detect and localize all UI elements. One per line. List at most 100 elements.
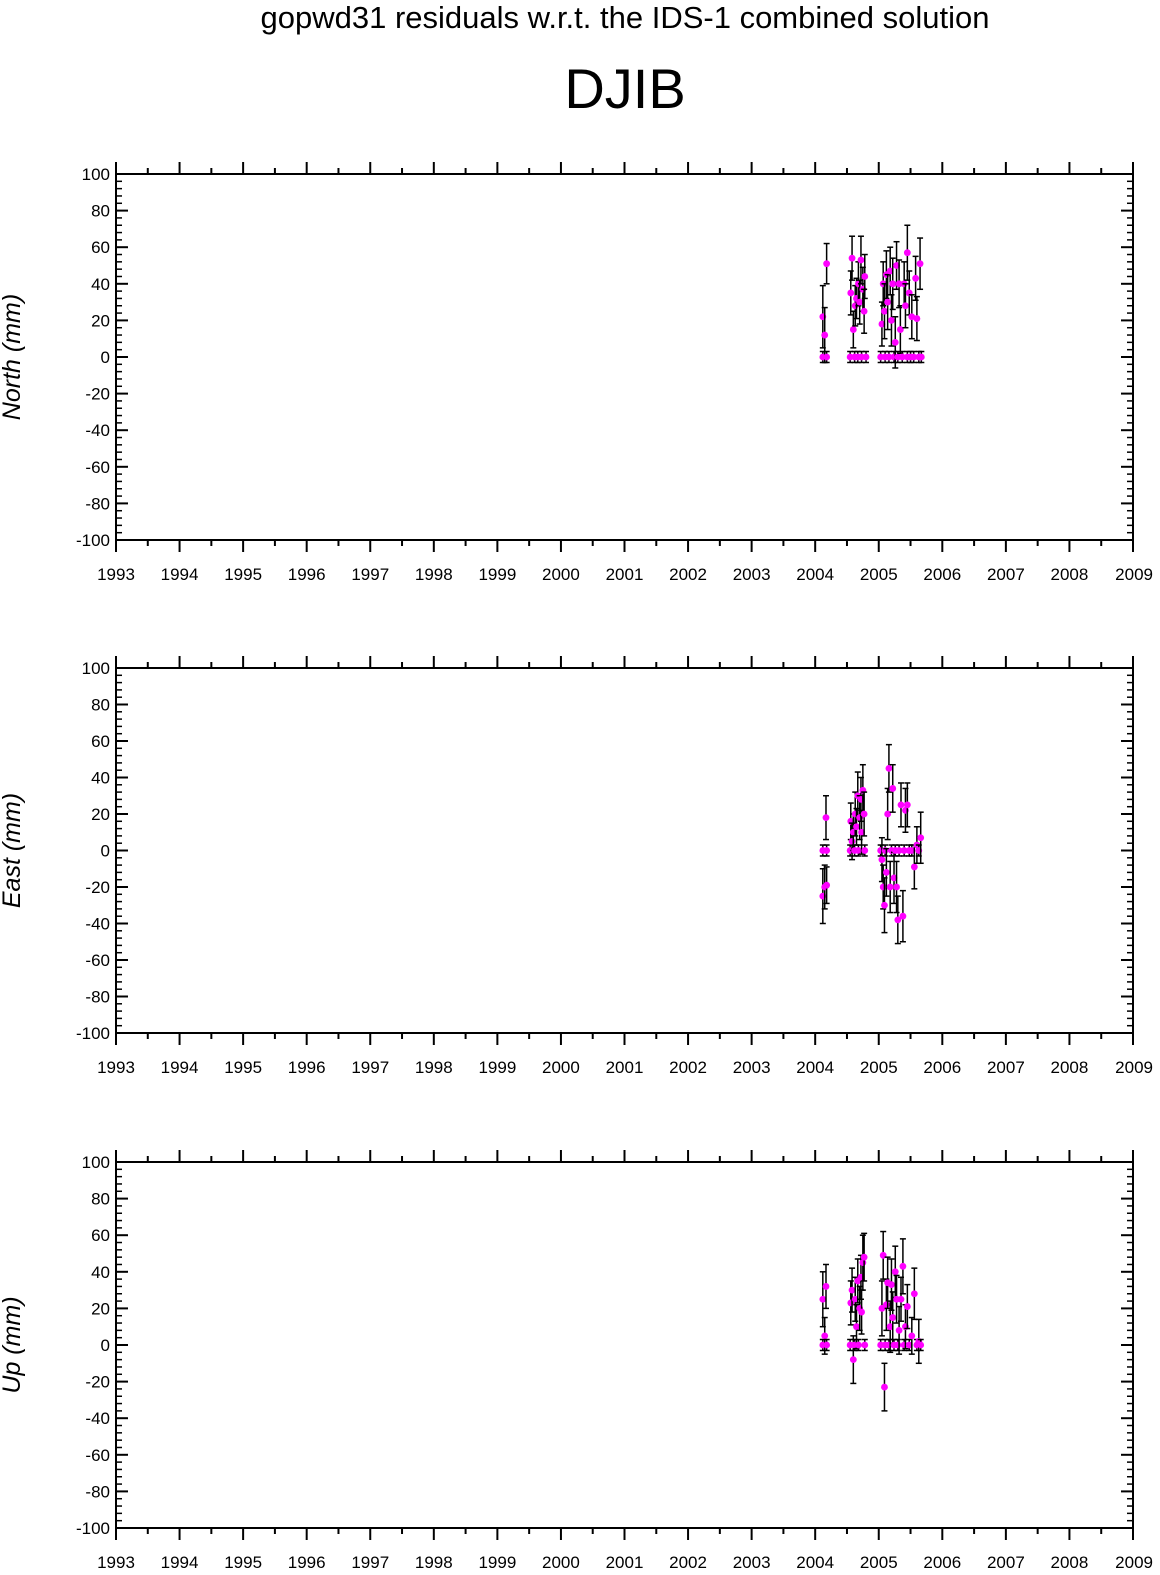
data-point [860, 1253, 868, 1261]
x-tick-label: 2005 [860, 565, 898, 584]
y-axis-label: North (mm) [0, 294, 26, 420]
data-point [917, 353, 925, 361]
data-point [882, 869, 890, 876]
data-point [861, 1341, 869, 1349]
data-point [853, 823, 860, 831]
x-tick-label: 2001 [606, 565, 644, 584]
data-point [881, 307, 888, 315]
y-tick-label: -40 [85, 915, 110, 934]
data-point [895, 280, 903, 288]
x-tick-label: 2007 [987, 1058, 1025, 1077]
y-tick-label: 0 [101, 842, 110, 861]
data-point [888, 317, 895, 324]
x-tick-label: 2001 [606, 1553, 644, 1572]
data-point [886, 1323, 894, 1331]
data-point [910, 353, 918, 361]
x-tick-label: 1999 [478, 1553, 516, 1572]
data-point [884, 810, 892, 818]
figure-title: DJIB [564, 57, 685, 120]
y-tick-label: 80 [91, 696, 110, 715]
x-tick-label: 2002 [669, 1058, 707, 1077]
data-point [853, 1323, 860, 1331]
panel-up: -100 -80 -60 -40 -20 0 20 40 60 80 100 1993 1994 1995… [0, 1150, 1153, 1572]
data-point [894, 916, 902, 924]
y-tick-label: -100 [76, 531, 110, 550]
data-point [894, 1341, 902, 1349]
y-tick-label: 40 [91, 769, 110, 788]
data-point [821, 331, 829, 339]
data-point [882, 1301, 890, 1309]
data-point [849, 1356, 857, 1364]
data-point [819, 1295, 827, 1303]
data-point [878, 320, 886, 328]
x-tick-label: 2003 [733, 565, 771, 584]
y-tick-label: -60 [85, 458, 110, 477]
x-tick-label: 1997 [351, 1058, 389, 1077]
data-point [900, 847, 908, 854]
y-tick-label: 0 [101, 348, 110, 367]
data-point [910, 1290, 918, 1298]
y-tick-label: 20 [91, 805, 110, 824]
data-point [910, 863, 918, 871]
x-tick-label: 2008 [1051, 1058, 1089, 1077]
data-point [889, 785, 897, 792]
y-tick-label: 40 [91, 1263, 110, 1282]
data-point [886, 267, 894, 275]
y-tick-label: 20 [91, 1299, 110, 1318]
x-tick-label: 1994 [161, 1553, 199, 1572]
data-point [905, 1341, 913, 1349]
y-axis-label: East (mm) [0, 793, 26, 908]
plot-frame [115, 1161, 1134, 1529]
x-tick-label: 2009 [1115, 565, 1153, 584]
data-point [858, 828, 865, 836]
x-tick-label: 1993 [97, 1058, 135, 1077]
x-tick-label: 2005 [860, 1058, 898, 1077]
x-tick-label: 2003 [733, 1058, 771, 1077]
data-point [878, 856, 886, 864]
data-point [856, 298, 864, 306]
data-point [903, 801, 911, 809]
y-tick-label: -100 [76, 1519, 110, 1538]
x-tick-label: 2002 [669, 1553, 707, 1572]
data-point [896, 326, 904, 333]
panel-north: -100 -80 -60 -40 -20 0 20 40 60 80 100 1993 1994 1995… [0, 162, 1153, 584]
data-point [917, 1341, 925, 1349]
data-point [893, 883, 900, 891]
data-point [860, 307, 868, 315]
data-point [823, 881, 831, 889]
data-point [860, 810, 868, 818]
y-tick-label: -20 [85, 1373, 110, 1392]
y-tick-label: 60 [91, 1226, 110, 1245]
x-tick-label: 2006 [923, 1553, 961, 1572]
y-tick-label: 100 [82, 1153, 110, 1172]
x-tick-label: 1998 [415, 1058, 453, 1077]
data-point [885, 764, 893, 772]
y-tick-label: -100 [76, 1024, 110, 1043]
x-tick-label: 2001 [606, 1058, 644, 1077]
data-point [858, 1308, 865, 1316]
data-point [823, 847, 831, 854]
x-tick-label: 1998 [415, 565, 453, 584]
data-point [891, 1268, 899, 1276]
x-tick-label: 2000 [542, 1553, 580, 1572]
plot-frame [115, 667, 1134, 1034]
x-tick-label: 1995 [224, 1553, 262, 1572]
x-tick-label: 1994 [161, 1058, 199, 1077]
y-tick-label: -40 [85, 421, 110, 440]
data-point [895, 1326, 903, 1334]
data-point [902, 302, 909, 310]
x-tick-label: 1996 [288, 565, 326, 584]
x-tick-label: 2007 [987, 565, 1025, 584]
x-tick-label: 2006 [923, 565, 961, 584]
data-point [895, 847, 903, 854]
data-point [861, 847, 869, 854]
data-point [916, 260, 924, 268]
data-point [849, 326, 857, 333]
data-point [903, 249, 911, 257]
x-tick-label: 2003 [733, 1553, 771, 1572]
data-point [848, 837, 856, 845]
data-point [908, 847, 916, 854]
y-tick-label: 100 [82, 659, 110, 678]
y-tick-label: -40 [85, 1409, 110, 1428]
